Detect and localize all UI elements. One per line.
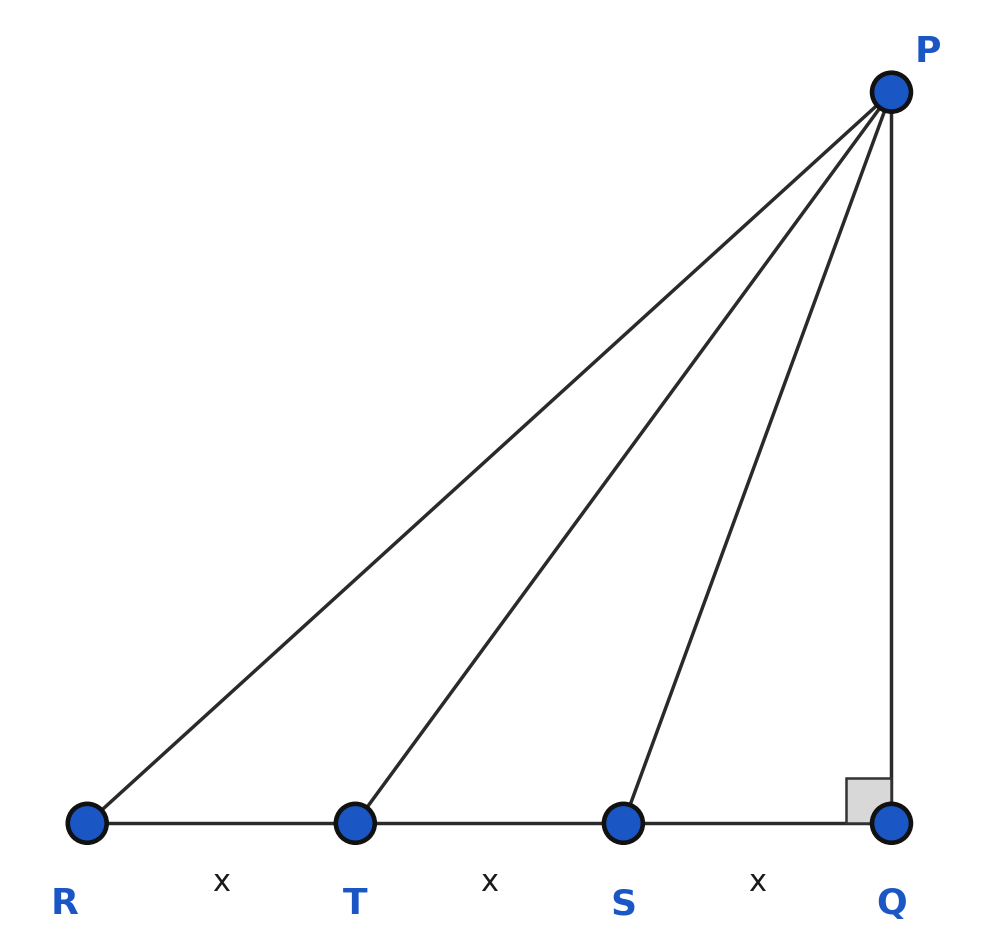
Circle shape [870,71,912,113]
Circle shape [875,807,908,840]
Text: P: P [914,35,941,69]
Text: x: x [212,868,230,897]
Text: x: x [481,868,498,897]
Circle shape [71,807,104,840]
Text: Q: Q [876,887,907,922]
Text: R: R [51,887,79,922]
Circle shape [870,803,912,844]
Circle shape [602,803,644,844]
Text: S: S [610,887,636,922]
Circle shape [66,803,109,844]
Circle shape [607,807,640,840]
Circle shape [875,76,908,109]
Text: x: x [749,868,767,897]
Circle shape [339,807,372,840]
Polygon shape [845,778,891,823]
Circle shape [334,803,377,844]
Text: T: T [343,887,368,922]
